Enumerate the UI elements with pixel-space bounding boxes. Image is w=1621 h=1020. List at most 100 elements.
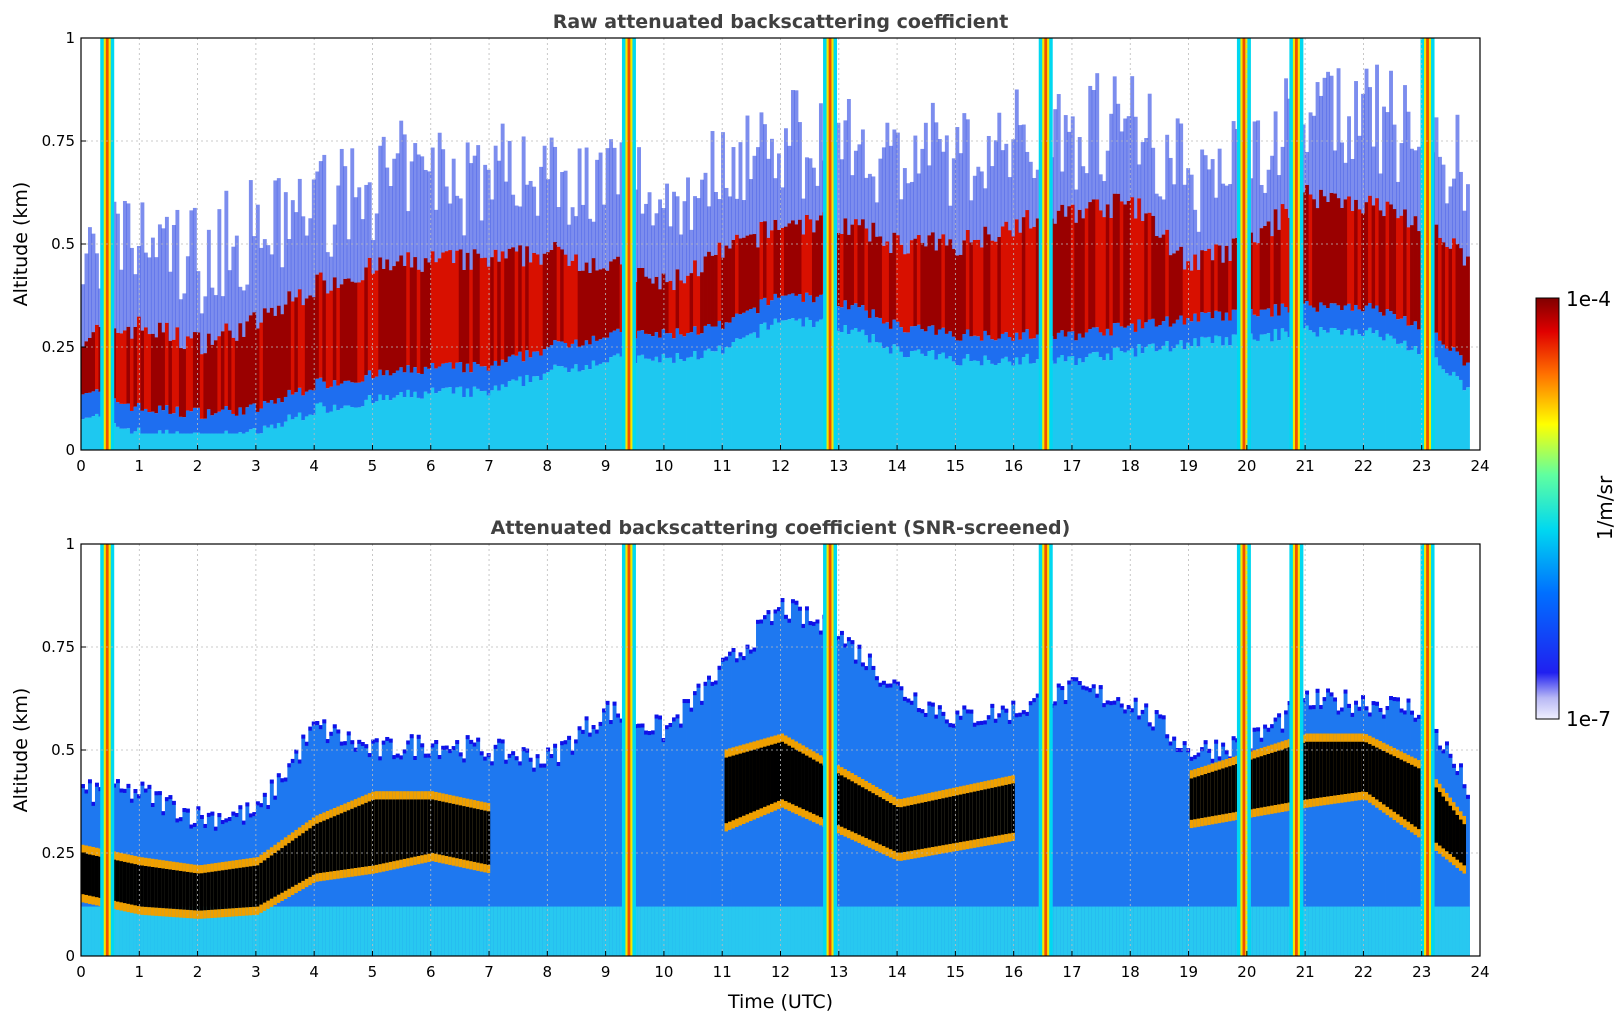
x-tick-label: 10 bbox=[654, 963, 673, 981]
signal-cell bbox=[1091, 684, 1096, 956]
noise-cell bbox=[661, 208, 666, 274]
cloud-layer-cell bbox=[773, 219, 778, 294]
x-tick-label: 4 bbox=[309, 457, 319, 475]
boundary-layer-cell bbox=[941, 352, 946, 450]
saturated-cell bbox=[154, 867, 159, 908]
cloud-layer-cell bbox=[1361, 213, 1365, 312]
surface-cell bbox=[1357, 906, 1362, 956]
boundary-layer-cell bbox=[1333, 328, 1338, 450]
aerosol-cell bbox=[1028, 338, 1033, 364]
surface-cell bbox=[1259, 906, 1264, 956]
surface-cell bbox=[1403, 906, 1407, 956]
signal-edge-cell bbox=[451, 746, 456, 751]
signal-cell bbox=[654, 714, 659, 956]
aerosol-cell bbox=[525, 350, 530, 375]
saturated-cell bbox=[794, 749, 799, 806]
aerosol-cell bbox=[304, 391, 309, 417]
signal-edge-cell bbox=[94, 782, 99, 787]
noise-cell bbox=[483, 164, 488, 258]
aerosol-cell bbox=[276, 398, 281, 423]
noise-cell bbox=[902, 168, 907, 255]
aerosol-cell bbox=[665, 333, 669, 358]
aerosol-cell bbox=[969, 336, 974, 362]
signal-edge-cell bbox=[353, 747, 358, 752]
cloud-layer-cell bbox=[1375, 198, 1379, 306]
aerosol-cell bbox=[1147, 319, 1152, 345]
boundary-layer-cell bbox=[241, 433, 246, 450]
boundary-layer-cell bbox=[1084, 357, 1089, 450]
aerosol-cell bbox=[871, 309, 876, 335]
aerosol-cell bbox=[797, 294, 802, 319]
cloud-layer-cell bbox=[560, 249, 565, 342]
signal-edge-cell bbox=[479, 751, 484, 756]
boundary-layer-cell bbox=[119, 428, 124, 450]
cloud-layer-cell bbox=[577, 270, 582, 347]
aerosol-cell bbox=[122, 403, 127, 429]
aerosol-cell bbox=[437, 366, 442, 392]
aerosol-cell bbox=[325, 388, 330, 413]
aerosol-cell bbox=[1063, 336, 1068, 362]
surface-cell bbox=[878, 906, 883, 956]
signal-edge-cell bbox=[395, 753, 400, 758]
signal-edge-cell bbox=[133, 789, 138, 794]
colorbar-max-label: 1e-4 bbox=[1566, 287, 1611, 311]
signal-edge-cell bbox=[1417, 714, 1421, 719]
boundary-layer-cell bbox=[129, 433, 134, 450]
signal-cell bbox=[710, 681, 715, 956]
signal-cell bbox=[581, 729, 586, 956]
signal-edge-cell bbox=[1263, 724, 1268, 729]
cloud-layer-cell bbox=[1333, 193, 1338, 304]
noise-cell bbox=[735, 198, 739, 235]
aerosol-cell bbox=[773, 293, 778, 319]
surface-cell bbox=[1196, 906, 1201, 956]
saturated-cell bbox=[126, 862, 131, 904]
signal-cell bbox=[1200, 747, 1205, 956]
aerosol-cell bbox=[878, 317, 883, 343]
noise-cell bbox=[500, 123, 505, 252]
cloud-layer-cell bbox=[881, 245, 886, 324]
x-tick-label: 22 bbox=[1354, 963, 1373, 981]
aerosol-cell bbox=[584, 340, 589, 366]
signal-edge-cell bbox=[290, 758, 295, 763]
boundary-layer-cell bbox=[94, 413, 99, 450]
cloud-layer-cell bbox=[1196, 269, 1201, 322]
signal-edge-cell bbox=[612, 701, 617, 706]
noise-cell bbox=[224, 190, 229, 324]
surface-cell bbox=[923, 906, 928, 956]
cloud-layer-cell bbox=[804, 214, 809, 293]
boundary-layer-cell bbox=[983, 355, 988, 450]
noise-cell bbox=[1410, 148, 1414, 226]
signal-edge-cell bbox=[245, 802, 250, 807]
signal-cell bbox=[1077, 681, 1082, 956]
aerosol-cell bbox=[930, 325, 935, 351]
surface-cell bbox=[1025, 906, 1030, 956]
signal-cell bbox=[1196, 752, 1201, 956]
noise-cell bbox=[1081, 166, 1086, 219]
noise-cell bbox=[766, 158, 771, 238]
saturated-cell bbox=[1224, 767, 1229, 814]
saturated-cell bbox=[469, 807, 474, 862]
noise-cell bbox=[1382, 106, 1386, 217]
boundary-layer-cell bbox=[511, 379, 516, 450]
saturated-cell bbox=[143, 866, 148, 907]
surface-cell bbox=[913, 906, 918, 956]
boundary-layer-cell bbox=[689, 356, 694, 450]
aerosol-cell bbox=[899, 327, 904, 352]
aerosol-cell bbox=[493, 360, 498, 386]
saturated-cell bbox=[913, 804, 918, 851]
boundary-layer-cell bbox=[780, 320, 785, 450]
aerosol-cell bbox=[1455, 351, 1460, 377]
signal-edge-cell bbox=[574, 739, 579, 744]
signal-edge-cell bbox=[500, 739, 505, 744]
aerosol-cell bbox=[378, 369, 383, 395]
x-tick-label: 12 bbox=[771, 963, 790, 981]
surface-cell bbox=[420, 906, 425, 956]
signal-edge-cell bbox=[269, 779, 274, 784]
aerosol-cell bbox=[567, 347, 572, 373]
noise-cell bbox=[965, 119, 970, 230]
surface-cell bbox=[252, 906, 257, 956]
cloud-layer-cell bbox=[556, 246, 561, 342]
cloud-layer-cell bbox=[1028, 228, 1033, 339]
saturated-cell bbox=[322, 820, 327, 873]
cloud-layer-cell bbox=[385, 259, 390, 371]
